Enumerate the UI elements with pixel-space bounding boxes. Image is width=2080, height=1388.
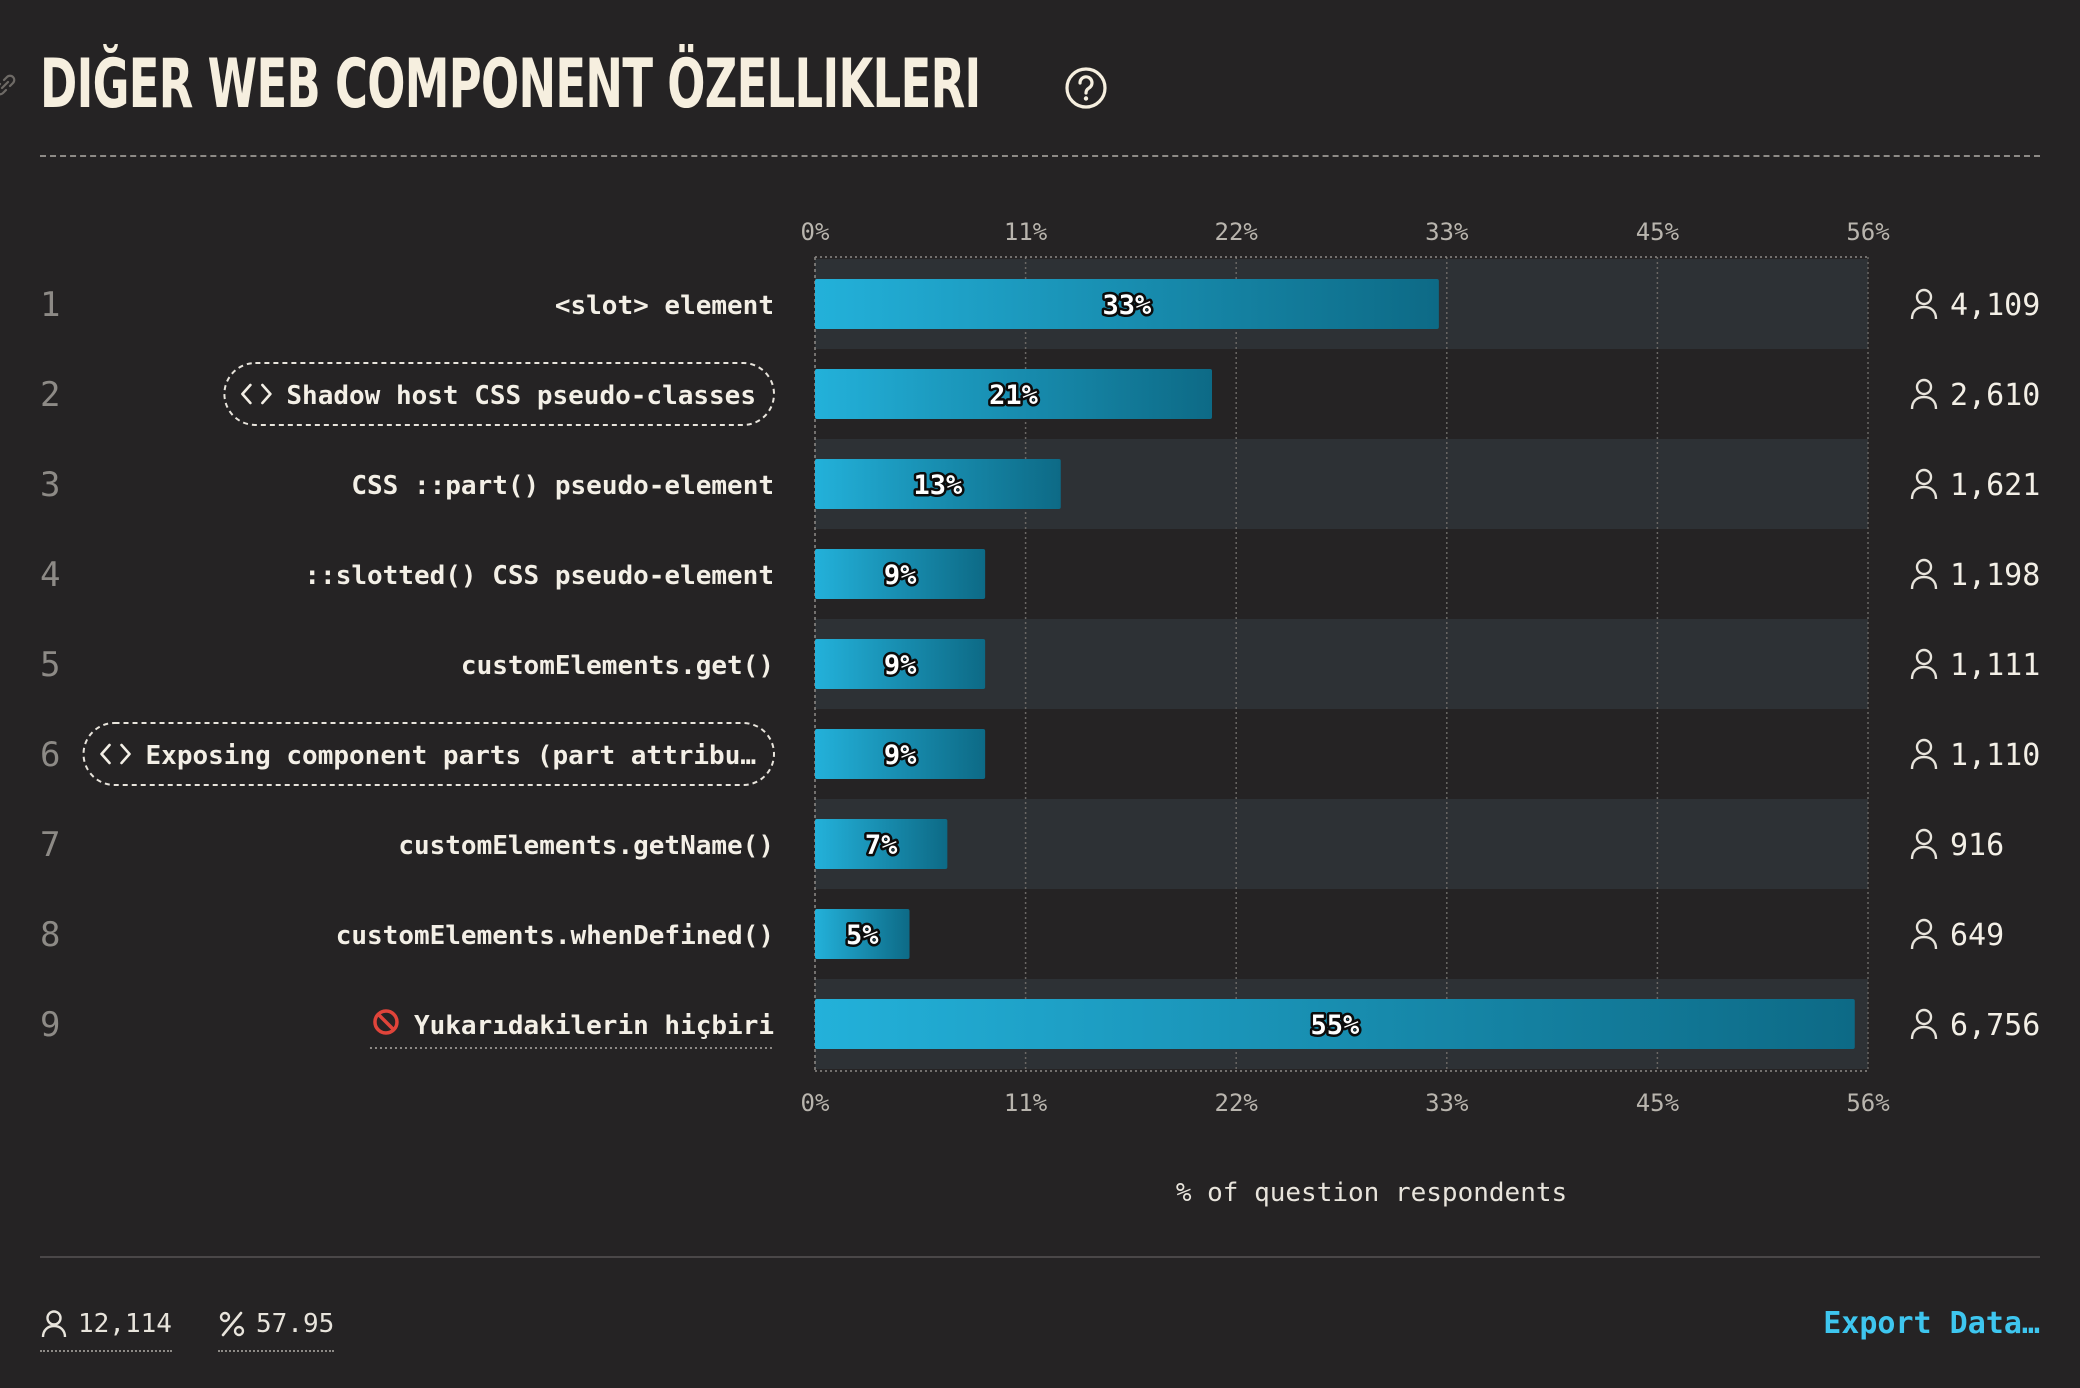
row-count: 1,621 [1950, 468, 2040, 503]
bar-value-label: 7% [865, 830, 898, 861]
bar[interactable] [815, 999, 1855, 1049]
user-icon-body [1910, 395, 1938, 410]
user-icon-body [1910, 935, 1938, 950]
help-icon[interactable] [1064, 66, 1108, 110]
row-rank: 3 [40, 465, 60, 505]
bar[interactable] [815, 819, 948, 869]
title-divider [40, 155, 2040, 157]
bar-chart: 0%0%11%11%22%22%33%33%45%45%56%56%% of q… [40, 218, 2040, 1208]
bar-value-label: 21% [989, 380, 1039, 411]
user-icon-body [1910, 1025, 1938, 1040]
row-count: 1,198 [1950, 558, 2040, 593]
page-title: DIĞER WEB COMPONENT ÖZELLIKLERI [40, 45, 981, 124]
x-tick-label-bottom: 33% [1425, 1089, 1469, 1117]
row-band [815, 619, 1868, 709]
row-rank: 2 [40, 375, 60, 415]
row-count: 916 [1950, 828, 2004, 863]
row-rank: 8 [40, 915, 60, 955]
x-tick-label-bottom: 56% [1846, 1089, 1890, 1117]
row-label: ::slotted() CSS pseudo-element [304, 561, 774, 591]
export-data-link[interactable]: Export Data… [1823, 1306, 2040, 1341]
row-count: 4,109 [1950, 288, 2040, 323]
user-icon [1915, 648, 1933, 666]
bar-value-label: 13% [913, 470, 963, 501]
row-label: customElements.whenDefined() [336, 921, 774, 951]
x-tick-label-top: 56% [1846, 218, 1890, 246]
x-tick-label-bottom: 0% [801, 1089, 830, 1117]
user-icon [1915, 288, 1933, 306]
x-tick-label-bottom: 11% [1004, 1089, 1048, 1117]
link-icon[interactable] [0, 72, 18, 98]
percent-value: 57.95 [256, 1309, 335, 1339]
row-rank: 9 [40, 1005, 60, 1045]
row-label: CSS ::part() pseudo-element [351, 471, 774, 501]
code-tag-pill[interactable] [223, 362, 775, 426]
row-rank: 5 [40, 645, 60, 685]
user-icon [41, 1310, 67, 1338]
code-icon [100, 743, 131, 765]
row-count: 649 [1950, 918, 2004, 953]
user-icon-body [1910, 575, 1938, 590]
row-count: 1,111 [1950, 648, 2040, 683]
row-label: Shadow host CSS pseudo-classes [286, 381, 756, 411]
user-icon-body [1910, 845, 1938, 860]
user-icon [1915, 918, 1933, 936]
code-icon [241, 383, 272, 405]
x-axis-title: % of question respondents [1176, 1178, 1567, 1208]
x-tick-label-top: 45% [1636, 218, 1680, 246]
x-tick-label-top: 0% [801, 218, 830, 246]
percent-icon [219, 1311, 245, 1337]
code-tag-pill[interactable] [82, 722, 775, 786]
row-count: 6,756 [1950, 1008, 2040, 1043]
user-icon-body [1910, 665, 1938, 680]
row-rank: 6 [40, 735, 60, 775]
row-rank: 7 [40, 825, 60, 865]
x-tick-label-bottom: 22% [1215, 1089, 1259, 1117]
user-icon [1915, 738, 1933, 756]
row-label: Yukarıdakilerin hiçbiri [414, 1011, 774, 1041]
bar[interactable] [815, 369, 1213, 419]
row-band [815, 799, 1868, 889]
bar[interactable] [815, 279, 1439, 329]
bar-value-label: 9% [884, 650, 917, 681]
user-icon [1915, 1008, 1933, 1026]
prohibited-icon-slash [377, 1013, 395, 1031]
row-count: 2,610 [1950, 378, 2040, 413]
user-icon [1915, 468, 1933, 486]
bar-value-label: 5% [846, 920, 879, 951]
bar-value-label: 33% [1103, 290, 1153, 321]
row-label: customElements.get() [461, 651, 774, 681]
row-rank: 1 [40, 285, 60, 325]
footer-divider [40, 1256, 2040, 1258]
user-icon [1915, 558, 1933, 576]
bar[interactable] [815, 909, 910, 959]
bar-value-label: 9% [884, 740, 917, 771]
bar[interactable] [815, 729, 986, 779]
row-label: customElements.getName() [398, 831, 774, 861]
percent-stat[interactable]: 57.95 [218, 1302, 335, 1352]
user-icon [1915, 828, 1933, 846]
row-label: Exposing component parts (part attribu… [146, 741, 756, 771]
x-tick-label-top: 22% [1215, 218, 1259, 246]
user-icon-body [1910, 305, 1938, 320]
bar-value-label: 9% [884, 560, 917, 591]
x-tick-label-top: 33% [1425, 218, 1469, 246]
user-icon-body [1910, 485, 1938, 500]
respondents-count: 12,114 [78, 1309, 172, 1339]
bar[interactable] [815, 639, 986, 689]
respondents-stat[interactable]: 12,114 [40, 1302, 172, 1352]
bar[interactable] [815, 459, 1061, 509]
row-label: <slot> element [555, 291, 774, 321]
x-tick-label-bottom: 45% [1636, 1089, 1680, 1117]
bar-value-label: 55% [1310, 1010, 1360, 1041]
bar[interactable] [815, 549, 986, 599]
x-tick-label-top: 11% [1004, 218, 1048, 246]
user-icon [1915, 378, 1933, 396]
row-rank: 4 [40, 555, 60, 595]
prohibited-icon [373, 1009, 399, 1035]
user-icon-body [1910, 755, 1938, 770]
row-count: 1,110 [1950, 738, 2040, 773]
